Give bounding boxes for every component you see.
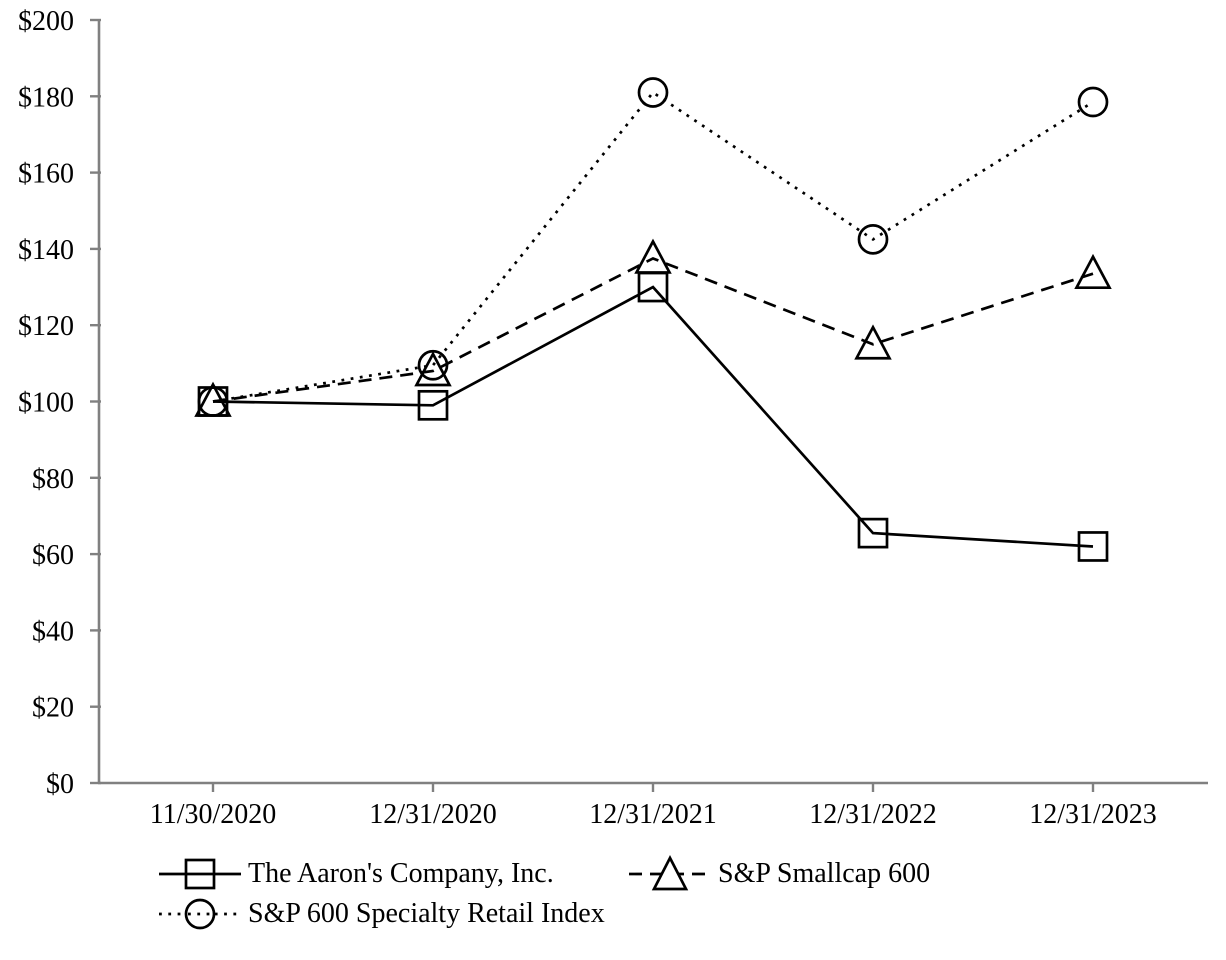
y-axis-tick-label: $20	[32, 693, 74, 724]
y-axis-tick-label: $140	[18, 235, 74, 266]
y-axis-tick-label: $40	[32, 616, 74, 647]
x-axis-tick-label: 12/31/2022	[809, 799, 937, 830]
triangle-data-marker	[634, 238, 672, 274]
legend-item-aarons: The Aaron's Company, Inc.	[158, 854, 628, 894]
circle-data-marker	[197, 386, 229, 417]
x-axis-tick-label: 12/31/2021	[589, 799, 717, 830]
square-data-marker	[1077, 531, 1109, 562]
circle-data-marker	[857, 224, 889, 255]
y-axis-tick-label: $200	[18, 6, 74, 37]
x-axis-tick-label: 12/31/2023	[1029, 799, 1157, 830]
y-axis-tick-label: $80	[32, 464, 74, 495]
x-axis-tick-label: 12/31/2020	[369, 799, 497, 830]
legend-item-specialty-retail: S&P 600 Specialty Retail Index	[158, 894, 628, 934]
y-axis-tick-label: $60	[32, 540, 74, 571]
triangle-data-marker	[414, 351, 452, 387]
square-data-marker	[857, 517, 889, 549]
legend-item-smallcap: S&P Smallcap 600	[628, 854, 930, 894]
y-axis-tick-label: $0	[46, 769, 74, 800]
legend-label-specialty-retail: S&P 600 Specialty Retail Index	[248, 898, 605, 929]
triangle-data-marker	[1074, 253, 1112, 290]
dotted-circle-marker-icon	[159, 898, 241, 930]
square-data-marker	[417, 389, 449, 421]
x-axis-tick-label: 11/30/2020	[150, 799, 277, 830]
legend-label-smallcap: S&P Smallcap 600	[718, 858, 931, 889]
series-line-dotted	[212, 90, 1094, 403]
y-axis-tick-label: $120	[18, 311, 74, 342]
y-axis-tick-label: $100	[18, 388, 74, 419]
legend-label-aarons: The Aaron's Company, Inc.	[248, 858, 554, 889]
circle-data-marker	[417, 349, 449, 381]
series-line-solid	[212, 285, 1094, 548]
circle-data-marker	[637, 77, 669, 108]
y-axis-tick-label: $180	[18, 82, 74, 113]
solid-square-marker-icon	[159, 858, 241, 890]
legend: The Aaron's Company, Inc. S&P Smallcap 6…	[158, 854, 1198, 934]
y-axis-tick-label: $160	[18, 159, 74, 190]
dashed-triangle-marker-icon	[629, 855, 711, 891]
series-line-dashed	[212, 256, 1094, 403]
triangle-data-marker	[854, 324, 892, 360]
circle-data-marker	[1077, 86, 1109, 118]
